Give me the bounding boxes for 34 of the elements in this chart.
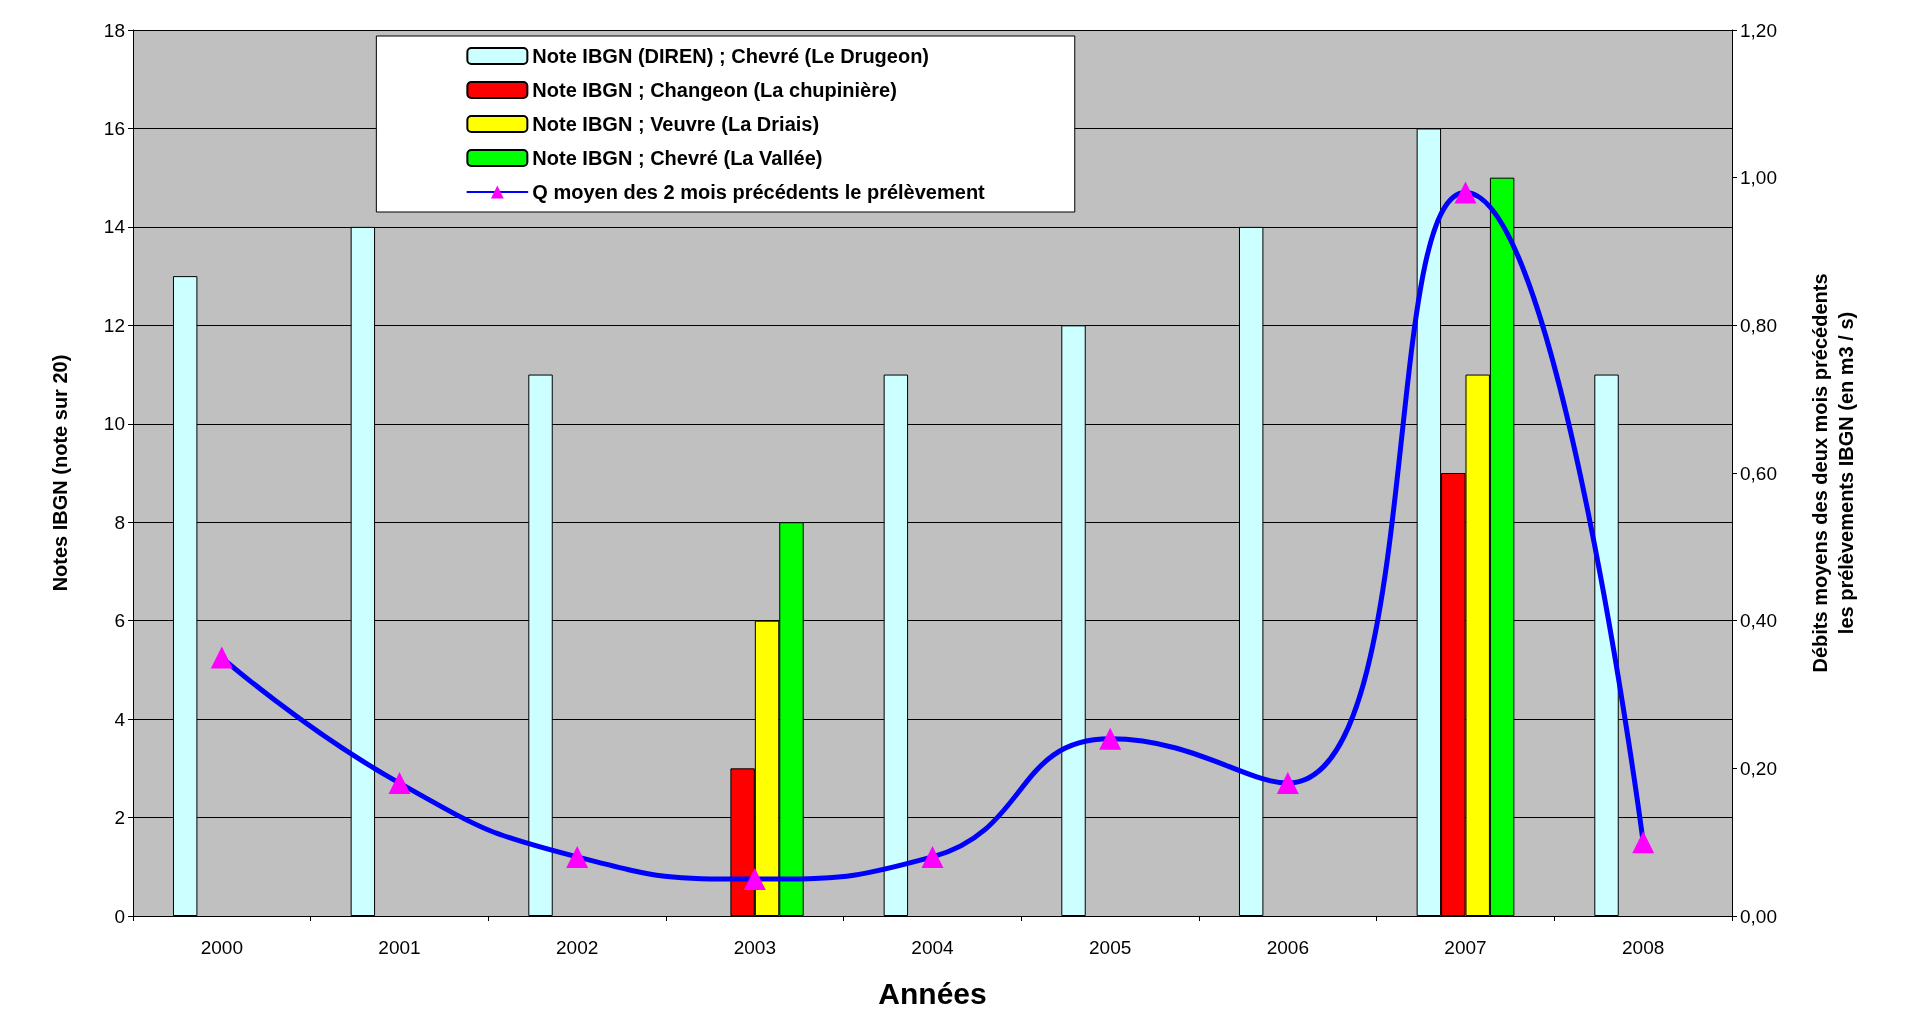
y2-tick-label: 0,20 — [1740, 757, 1777, 779]
y-tick-label: 8 — [114, 511, 125, 533]
x-axis-title: Années — [878, 976, 987, 1010]
y-tick-label: 16 — [103, 117, 125, 139]
y-tick-label: 6 — [114, 610, 125, 632]
legend-label: Q moyen des 2 mois précédents le prélèvement — [532, 181, 986, 203]
x-tick-label: 2000 — [200, 937, 243, 958]
legend-label: Note IBGN ; Changeon (La chupinière) — [532, 79, 897, 101]
y-axis-title: Notes IBGN (note sur 20) — [49, 354, 71, 592]
x-tick-label: 2005 — [1089, 937, 1132, 958]
x-tick-label: 2006 — [1266, 937, 1309, 958]
y-tick-label: 10 — [103, 413, 125, 435]
y2-tick-label: 0,60 — [1740, 462, 1777, 484]
x-tick-label: 2007 — [1444, 937, 1487, 958]
x-tick-label: 2008 — [1622, 937, 1665, 958]
y2-tick-label: 0,40 — [1740, 610, 1777, 632]
y-tick-label: 0 — [114, 905, 125, 927]
y-tick-label: 12 — [103, 314, 125, 336]
legend-label: Note IBGN (DIREN) ; Chevré (Le Drugeon) — [532, 45, 930, 67]
y2-axis-title: Débits moyens des deux mois précédents les prélèvements IBGN (en m3 / s) — [1809, 273, 1857, 673]
y2-tick-label: 1,00 — [1740, 167, 1777, 189]
x-tick-label: 2001 — [378, 937, 421, 958]
y-tick-label: 4 — [114, 708, 126, 730]
y2-tick-label: 1,20 — [1740, 19, 1777, 41]
y2-tick-label: 0,00 — [1740, 905, 1777, 927]
y2-tick-label: 0,80 — [1740, 314, 1777, 336]
y-tick-label: 14 — [103, 216, 126, 238]
y-tick-label: 18 — [103, 19, 125, 41]
legend-label: Note IBGN ; Veuvre (La Driais) — [532, 113, 820, 135]
y-tick-label: 2 — [114, 807, 125, 829]
x-tick-label: 2003 — [733, 937, 776, 958]
x-tick-label: 2002 — [556, 937, 599, 958]
legend-label: Note IBGN ; Chevré (La Vallée) — [532, 147, 823, 169]
x-tick-label: 2004 — [911, 937, 955, 958]
